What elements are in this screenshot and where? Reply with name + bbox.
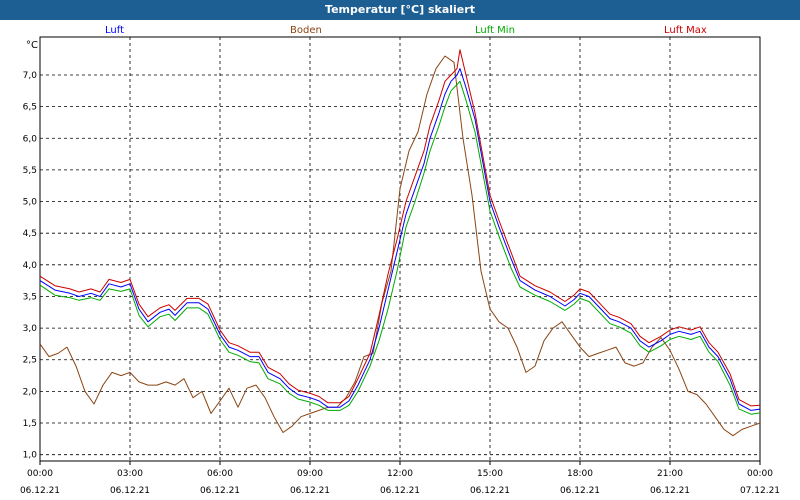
x-tick-time: 00:00	[27, 469, 53, 479]
y-tick-label: 1,5	[23, 419, 37, 429]
x-axis: 00:00 06.12.21 03:00 06.12.21 06:00 06.12.21 0…	[20, 461, 780, 496]
x-tick-date: 06.12.21	[650, 486, 690, 496]
x-tick-time: 09:00	[297, 469, 323, 479]
y-tick-label: 6,5	[23, 103, 37, 113]
chart-title: Temperatur [°C] skaliert	[0, 0, 800, 20]
x-tick-date: 06.12.21	[200, 486, 240, 496]
series-line-luft-min	[39, 80, 761, 415]
x-tick-date: 06.12.21	[20, 486, 60, 496]
grid	[40, 37, 760, 461]
series-line-luft-max	[39, 49, 761, 407]
y-tick-label: 2,5	[23, 356, 37, 366]
x-tick-time: 00:00	[747, 469, 773, 479]
y-axis-unit: °C	[26, 40, 38, 51]
y-axis: 1,0 1,5 2,0 2,5 3,0 3,5 4,0 4,5 5,0 5,5 6,0 6,5 7,0	[23, 71, 38, 461]
x-tick-time: 06:00	[207, 469, 233, 479]
y-tick-label: 4,0	[23, 261, 38, 271]
x-tick-date: 06.12.21	[380, 486, 420, 496]
legend-boden: Boden	[290, 25, 322, 36]
y-tick-label: 1,0	[23, 451, 38, 461]
y-tick-label: 2,0	[23, 387, 38, 397]
y-tick-label: 6,0	[23, 134, 38, 144]
y-tick-label: 4,5	[23, 229, 37, 239]
series-lines	[39, 49, 761, 437]
legend-luft: Luft	[105, 25, 124, 36]
x-tick-date: 06.12.21	[560, 486, 600, 496]
y-tick-label: 3,0	[23, 324, 38, 334]
y-tick-label: 5,5	[23, 166, 37, 176]
legend-luft-max: Luft Max	[664, 25, 707, 36]
y-tick-label: 3,5	[23, 292, 37, 302]
x-tick-date: 07.12.21	[740, 486, 780, 496]
x-tick-time: 18:00	[567, 469, 593, 479]
y-tick-label: 5,0	[23, 198, 38, 208]
x-tick-date: 06.12.21	[470, 486, 510, 496]
x-tick-time: 21:00	[657, 469, 683, 479]
y-tick-label: 7,0	[23, 71, 38, 81]
legend-luft-min: Luft Min	[475, 25, 515, 36]
x-tick-time: 12:00	[387, 469, 413, 479]
x-tick-time: 03:00	[117, 469, 143, 479]
series-line-luft	[39, 68, 761, 411]
x-tick-date: 06.12.21	[110, 486, 150, 496]
x-tick-time: 15:00	[477, 469, 503, 479]
x-tick-date: 06.12.21	[290, 486, 330, 496]
series-line-boden	[39, 55, 761, 437]
